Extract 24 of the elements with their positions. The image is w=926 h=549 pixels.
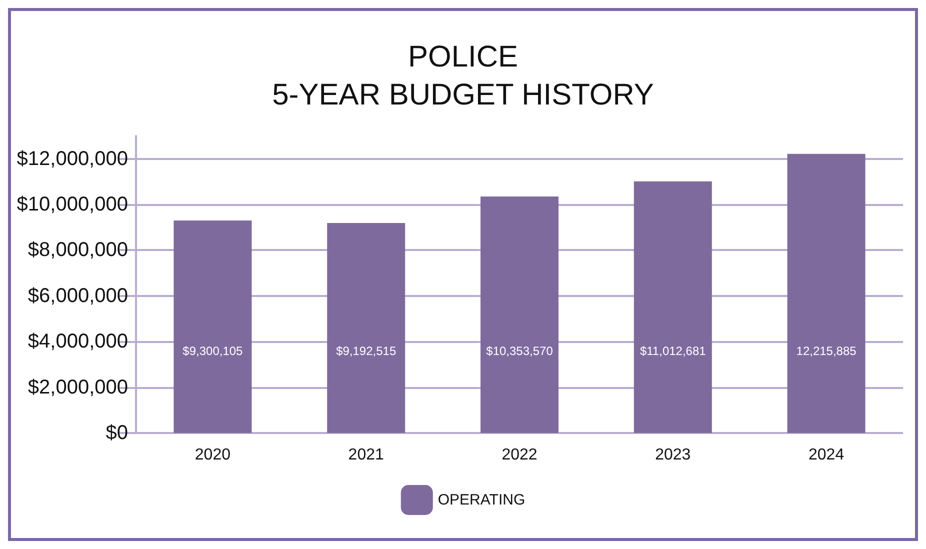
x-tick-label: 2022 [502,446,538,464]
bar [787,154,866,433]
x-tick-label: 2020 [194,446,231,464]
y-tick-label: $8,000,000 [28,239,128,262]
data-label: $10,353,570 [486,344,554,358]
bar [327,222,406,433]
data-label: 12,215,885 [796,344,857,358]
x-tick-label: 2023 [655,446,691,464]
bar [634,181,712,433]
y-tick-label: $10,000,000 [16,194,128,216]
data-label: $11,012,681 [640,344,706,358]
x-tick-label: 2021 [348,446,384,464]
y-tick-label: $2,000,000 [28,376,128,398]
bar [174,220,252,433]
legend-label: OPERATING [438,492,526,508]
data-label: $9,300,105 [182,344,244,358]
y-tick-label: $0 [106,422,128,444]
y-tick-label: $12,000,000 [16,148,128,170]
bar [480,196,558,433]
x-tick-label: 2024 [808,446,844,464]
y-tick-label: $6,000,000 [28,284,128,307]
y-tick-label: $4,000,000 [28,330,128,353]
chart-title: POLICE 5-YEAR BUDGET HISTORY [272,40,654,112]
data-label: $9,192,515 [336,344,396,358]
